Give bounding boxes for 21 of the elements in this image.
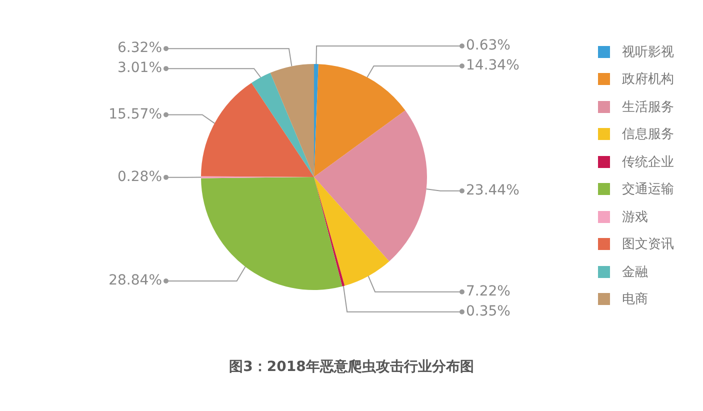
data-label: 28.84%: [108, 272, 162, 289]
data-label: 6.32%: [118, 40, 162, 56]
data-label: 15.57%: [108, 106, 162, 122]
data-label: 3.01%: [118, 60, 162, 76]
text: 图3：2018年恶意爬虫攻击行业分布图: [228, 358, 475, 376]
data-label: 23.44%: [466, 182, 520, 199]
legend-label: 金融: [622, 264, 648, 281]
data-label: 0.35%: [466, 304, 510, 320]
data-label: 0.63%: [466, 38, 510, 54]
legend-label: 政府机构: [622, 71, 674, 88]
legend-label: 信息服务: [622, 126, 674, 144]
data-label: 7.22%: [466, 284, 510, 300]
legend-label: 生活服务: [622, 98, 674, 116]
legend-label: 图文资讯: [622, 236, 674, 254]
data-label: 14.34%: [466, 58, 520, 74]
data-label: 0.28%: [118, 168, 162, 185]
legend-label: 视听影视: [622, 44, 674, 61]
legend-label: 交通运输: [622, 181, 674, 198]
legend-label: 传统企业: [622, 154, 674, 171]
legend-label: 游戏: [622, 208, 648, 226]
legend-label: 电商: [622, 291, 648, 308]
